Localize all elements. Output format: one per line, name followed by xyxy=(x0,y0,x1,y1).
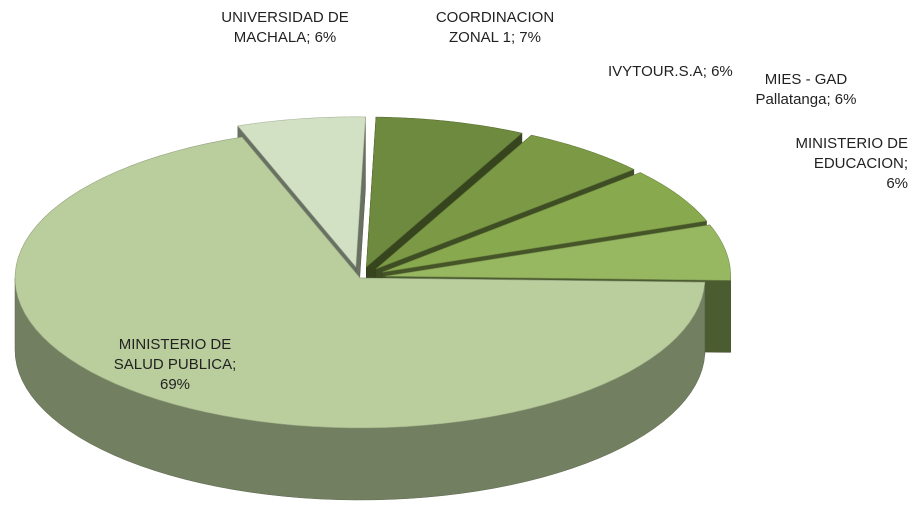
slice xyxy=(366,116,523,268)
data-label: IVYTOUR.S.A; 6% xyxy=(608,63,733,80)
slice xyxy=(385,224,731,281)
slice xyxy=(237,116,366,268)
slice xyxy=(375,134,635,270)
data-label: UNIVERSIDAD DE MACHALA; 6% xyxy=(221,9,349,46)
data-label: MIES - GAD Pallatanga; 6% xyxy=(755,71,857,108)
slice xyxy=(14,136,706,429)
slice xyxy=(382,172,708,273)
data-label: COORDINACION ZONAL 1; 7% xyxy=(435,9,555,46)
data-label: MINISTERIO DE EDUCACION; 6% xyxy=(795,135,908,192)
data-label: MINISTERIO DE SALUD PUBLICA; 69% xyxy=(113,336,237,393)
